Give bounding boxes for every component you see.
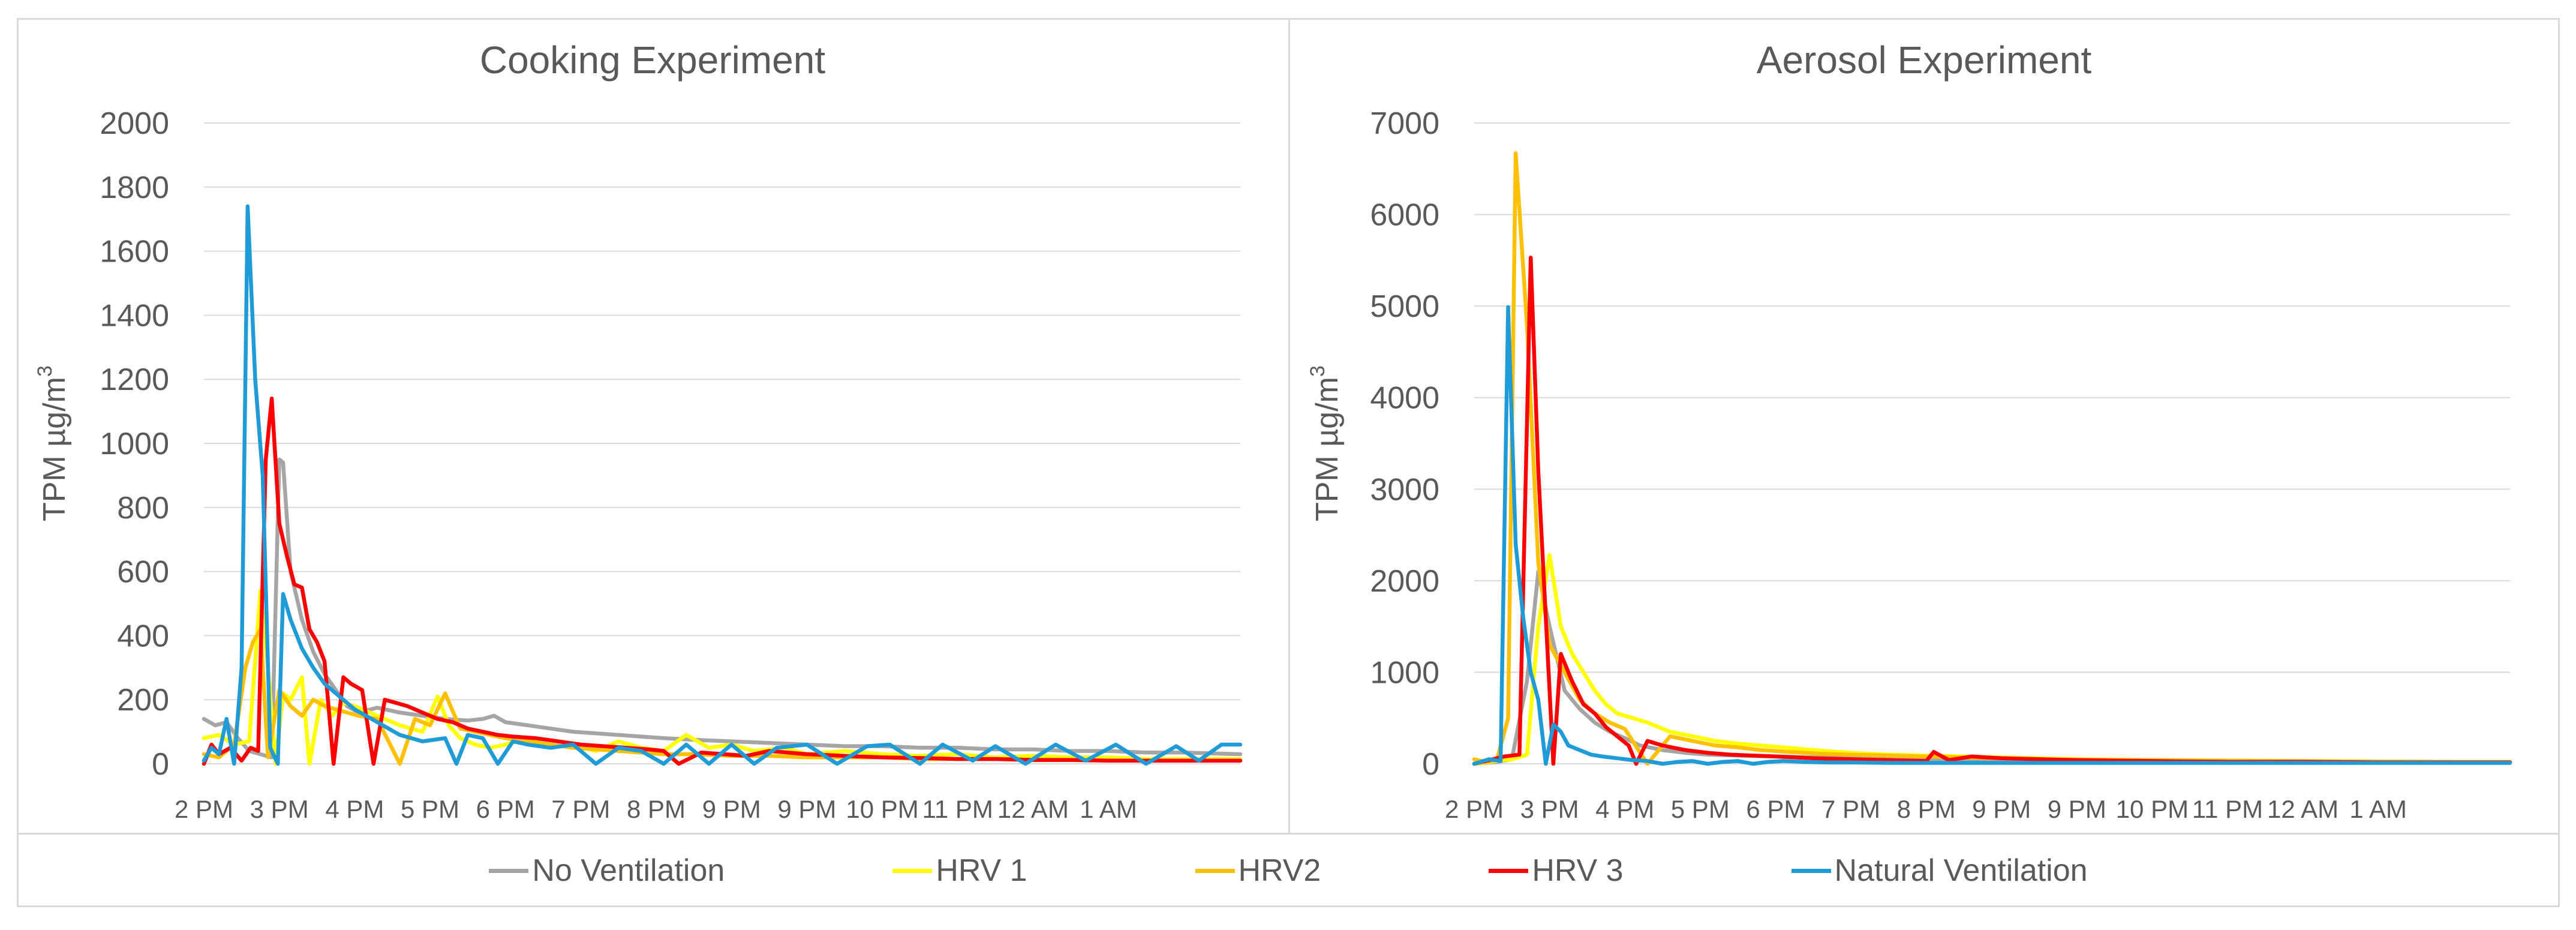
legend-swatch-hrv1 — [892, 868, 933, 873]
y-tick-label: 6000 — [1370, 198, 1439, 233]
legend-item-hrv2: HRV2 — [1195, 853, 1321, 889]
y-tick-label: 400 — [117, 619, 169, 653]
series-line-hrv-1 — [1472, 553, 2512, 766]
legend-item-hrv3: HRV 3 — [1489, 853, 1624, 889]
legend-item-hrv1: HRV 1 — [892, 853, 1027, 889]
chart-title: Aerosol Experiment — [1757, 38, 2092, 82]
x-tick-label: 8 PM — [1897, 795, 1956, 823]
x-tick-label: 4 PM — [325, 795, 384, 823]
series-line-hrv-3 — [1472, 256, 2512, 766]
x-tick-label: 7 PM — [551, 795, 610, 823]
x-tick-label: 2 PM — [175, 795, 233, 823]
y-tick-label: 1600 — [100, 235, 169, 269]
legend: No Ventilation HRV 1 HRV2 HRV 3 Natural … — [17, 835, 2560, 907]
legend-item-natural-ventilation: Natural Ventilation — [1791, 853, 2088, 889]
series-line-hrv-3 — [202, 396, 1243, 766]
legend-swatch-no-ventilation — [489, 868, 529, 873]
cooking-chart: Cooking Experiment 0 200 400 600 800 1000 1200 1… — [34, 38, 1243, 823]
x-tick-label: 3 PM — [1520, 795, 1579, 823]
x-tick-label: 12 AM — [997, 795, 1069, 823]
x-tick-label: 4 PM — [1595, 795, 1654, 823]
y-tick-label: 0 — [1422, 747, 1439, 782]
chart-title: Cooking Experiment — [480, 38, 826, 82]
legend-label-hrv1: HRV 1 — [936, 853, 1027, 888]
x-tick-label: 11 PM — [2192, 795, 2263, 823]
legend-swatch-hrv2 — [1195, 868, 1235, 873]
y-tick-label: 1000 — [1370, 655, 1439, 690]
y-tick-label: 3000 — [1370, 472, 1439, 507]
panel-divider — [1288, 18, 1290, 833]
y-axis-label: TPM µg/m3 — [34, 365, 72, 521]
x-tick-label: 2 PM — [1445, 795, 1504, 823]
legend-label-no-ventilation: No Ventilation — [532, 853, 725, 888]
y-tick-label: 600 — [117, 555, 169, 590]
y-tick-label: 1400 — [100, 298, 169, 333]
x-tick-label: 1 AM — [2349, 795, 2407, 823]
y-tick-label: 1800 — [100, 170, 169, 205]
x-tick-label: 9 PM — [702, 795, 761, 823]
x-tick-label: 6 PM — [476, 795, 535, 823]
series-line-natural-ventilation — [202, 204, 1243, 766]
x-tick-label: 12 AM — [2267, 795, 2338, 823]
x-tick-label: 9 PM — [777, 795, 836, 823]
legend-swatch-natural-ventilation — [1791, 868, 1831, 873]
x-tick-label: 8 PM — [627, 795, 686, 823]
y-tick-label: 5000 — [1370, 289, 1439, 324]
y-axis-label: TPM µg/m3 — [1306, 365, 1345, 521]
x-tick-label: 9 PM — [1972, 795, 2031, 823]
legend-label-natural-ventilation: Natural Ventilation — [1834, 853, 2088, 888]
x-tick-label: 6 PM — [1746, 795, 1805, 823]
x-tick-label: 10 PM — [846, 795, 918, 823]
y-axis-label-superscript: 3 — [34, 365, 56, 377]
y-tick-label: 1000 — [100, 427, 169, 461]
y-tick-label: 4000 — [1370, 381, 1439, 416]
x-tick-label: 7 PM — [1821, 795, 1880, 823]
y-tick-label: 2000 — [1370, 564, 1439, 599]
y-tick-label: 0 — [152, 747, 169, 782]
y-tick-label: 800 — [117, 491, 169, 526]
aerosol-chart: Aerosol Experiment 0 1000 2000 3000 4000 5000 6… — [1306, 38, 2512, 823]
x-tick-label: 5 PM — [1671, 795, 1730, 823]
x-tick-label: 1 AM — [1080, 795, 1137, 823]
x-tick-label: 5 PM — [401, 795, 459, 823]
x-tick-label: 10 PM — [2116, 795, 2189, 823]
legend-divider — [17, 833, 2560, 835]
y-axis-label-superscript: 3 — [1306, 365, 1329, 377]
legend-item-no-ventilation: No Ventilation — [489, 853, 725, 889]
y-tick-label: 2000 — [100, 106, 169, 141]
x-tick-label: 11 PM — [922, 795, 993, 823]
y-tick-label: 1200 — [100, 362, 169, 397]
legend-label-hrv3: HRV 3 — [1532, 853, 1624, 888]
legend-swatch-hrv3 — [1489, 868, 1529, 873]
x-tick-label: 3 PM — [250, 795, 309, 823]
y-tick-label: 200 — [117, 683, 169, 718]
legend-label-hrv2: HRV2 — [1238, 853, 1321, 888]
y-tick-label: 7000 — [1370, 106, 1439, 141]
x-tick-label: 9 PM — [2048, 795, 2106, 823]
series-line-natural-ventilation — [1472, 305, 2512, 766]
